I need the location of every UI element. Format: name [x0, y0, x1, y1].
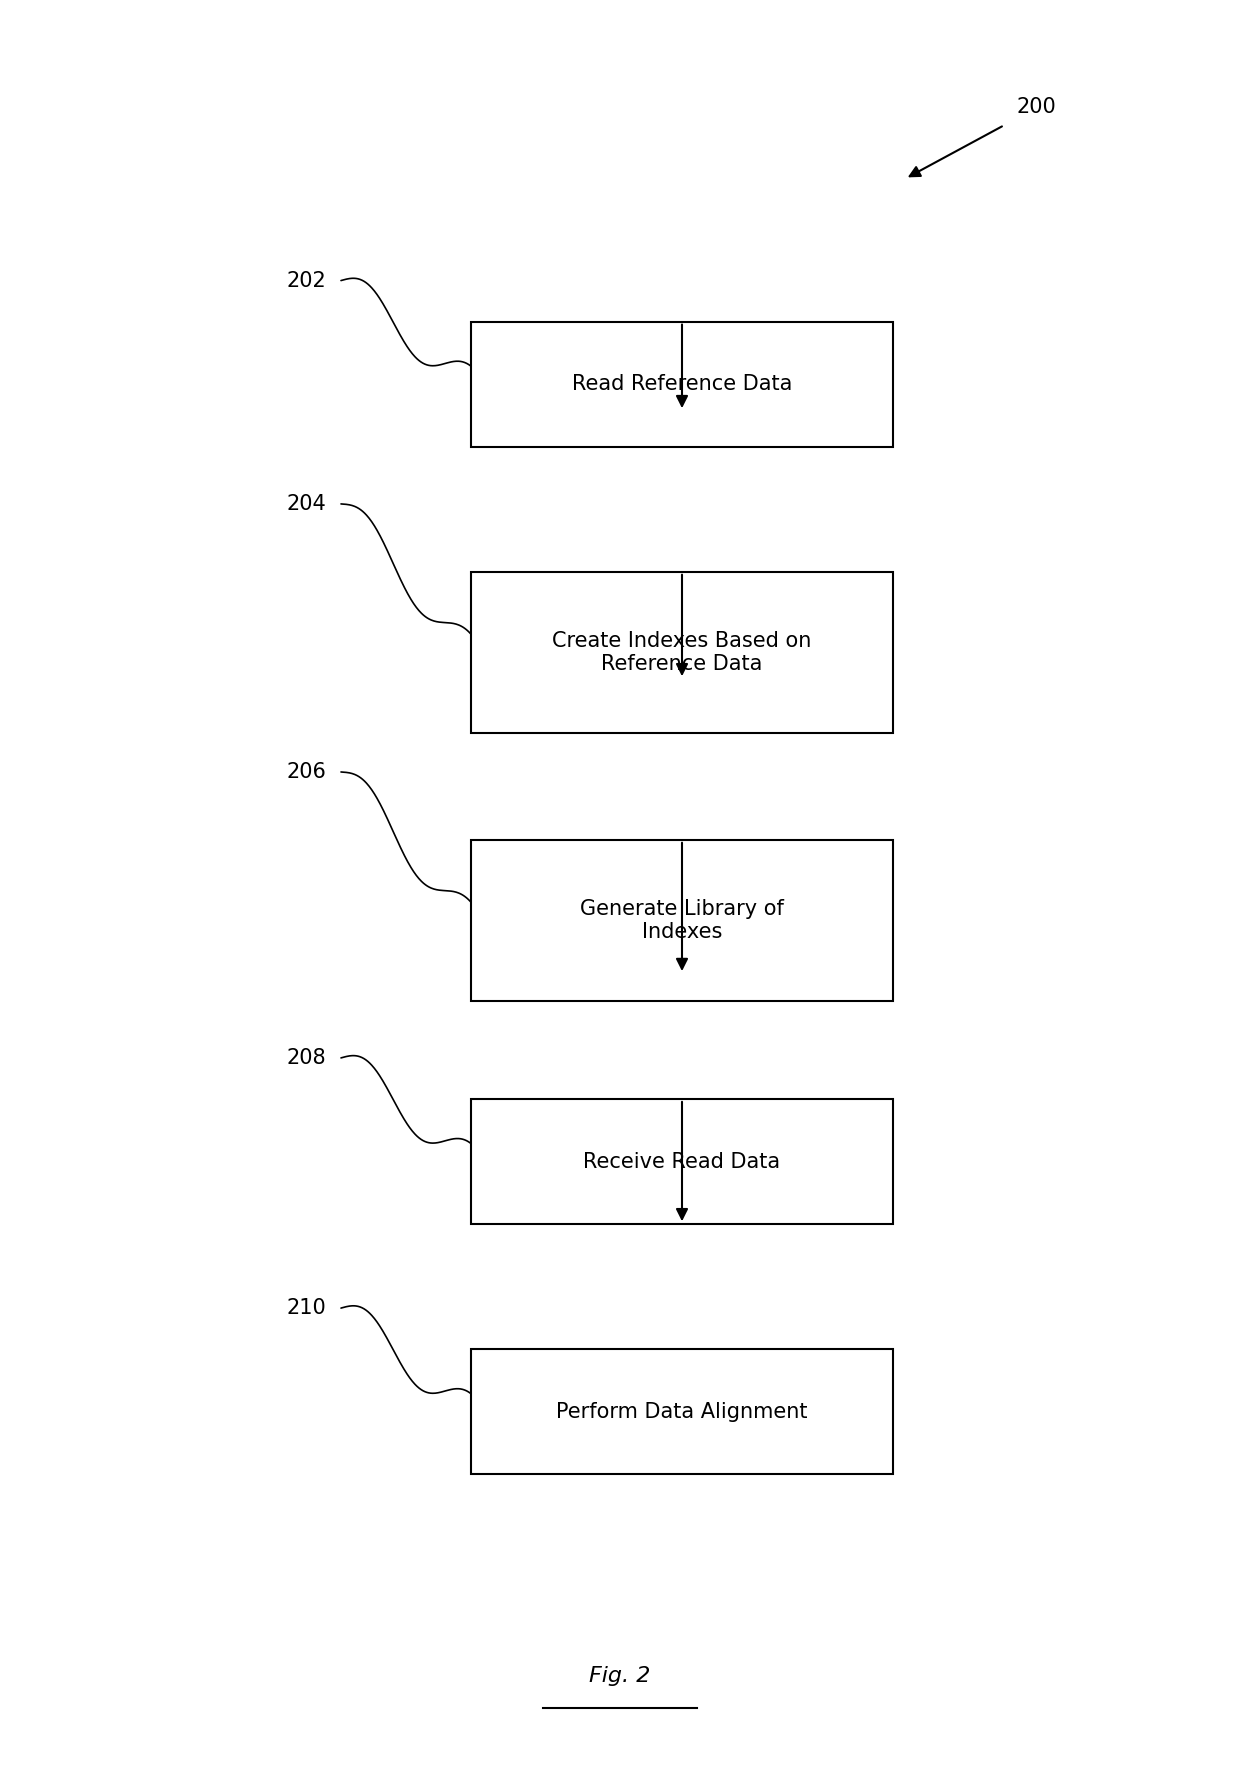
FancyBboxPatch shape	[471, 1099, 893, 1224]
Text: Receive Read Data: Receive Read Data	[584, 1151, 780, 1172]
Text: Perform Data Alignment: Perform Data Alignment	[557, 1401, 807, 1422]
FancyBboxPatch shape	[471, 572, 893, 733]
Text: Generate Library of
Indexes: Generate Library of Indexes	[580, 899, 784, 942]
Text: 204: 204	[286, 493, 326, 515]
Text: Create Indexes Based on
Reference Data: Create Indexes Based on Reference Data	[552, 631, 812, 674]
Text: 200: 200	[1017, 96, 1056, 118]
Text: 210: 210	[286, 1297, 326, 1319]
Text: 208: 208	[286, 1047, 326, 1069]
FancyBboxPatch shape	[471, 322, 893, 447]
FancyBboxPatch shape	[471, 840, 893, 1001]
FancyBboxPatch shape	[471, 1349, 893, 1474]
Text: 202: 202	[286, 270, 326, 291]
Text: Fig. 2: Fig. 2	[589, 1665, 651, 1687]
Text: 206: 206	[286, 761, 326, 783]
Text: Read Reference Data: Read Reference Data	[572, 373, 792, 395]
